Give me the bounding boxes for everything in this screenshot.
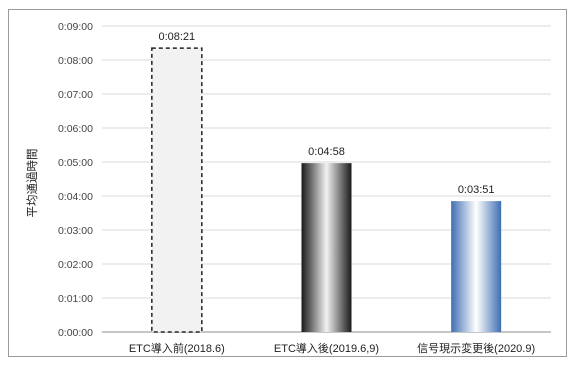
category-label: 信号現示変更後(2020.9) <box>417 341 535 355</box>
y-tick-label: 0:02:00 <box>58 259 93 271</box>
data-label: 0:03:51 <box>458 184 495 196</box>
data-label: 0:08:21 <box>158 31 195 43</box>
y-tick-label: 0:00:00 <box>58 327 93 339</box>
category-label: ETC導入後(2019.6,9) <box>274 341 379 355</box>
y-tick-label: 0:04:00 <box>58 191 93 203</box>
bar-1 <box>151 47 203 333</box>
category-label: ETC導入前(2018.6) <box>129 341 225 355</box>
x-axis-categories: ETC導入前(2018.6) ETC導入後(2019.6,9) 信号現示変更後(20… <box>129 341 535 355</box>
y-tick-label: 0:06:00 <box>58 123 93 135</box>
y-tick-label: 0:07:00 <box>58 89 93 101</box>
data-labels: 0:08:21 0:04:58 0:03:51 <box>158 31 494 196</box>
y-axis-ticks: 0:00:00 0:01:00 0:02:00 0:03:00 0:04:00 0:05:… <box>58 21 93 339</box>
bar-2 <box>301 163 352 332</box>
bar-3 <box>451 201 502 332</box>
y-tick-label: 0:09:00 <box>58 21 93 33</box>
y-tick-label: 0:01:00 <box>58 293 93 305</box>
data-label: 0:04:58 <box>308 146 345 158</box>
y-tick-label: 0:05:00 <box>58 157 93 169</box>
bars <box>151 47 502 333</box>
y-axis-label: 平均通過時間 <box>26 149 39 218</box>
y-tick-label: 0:03:00 <box>58 225 93 237</box>
y-tick-label: 0:08:00 <box>58 55 93 67</box>
